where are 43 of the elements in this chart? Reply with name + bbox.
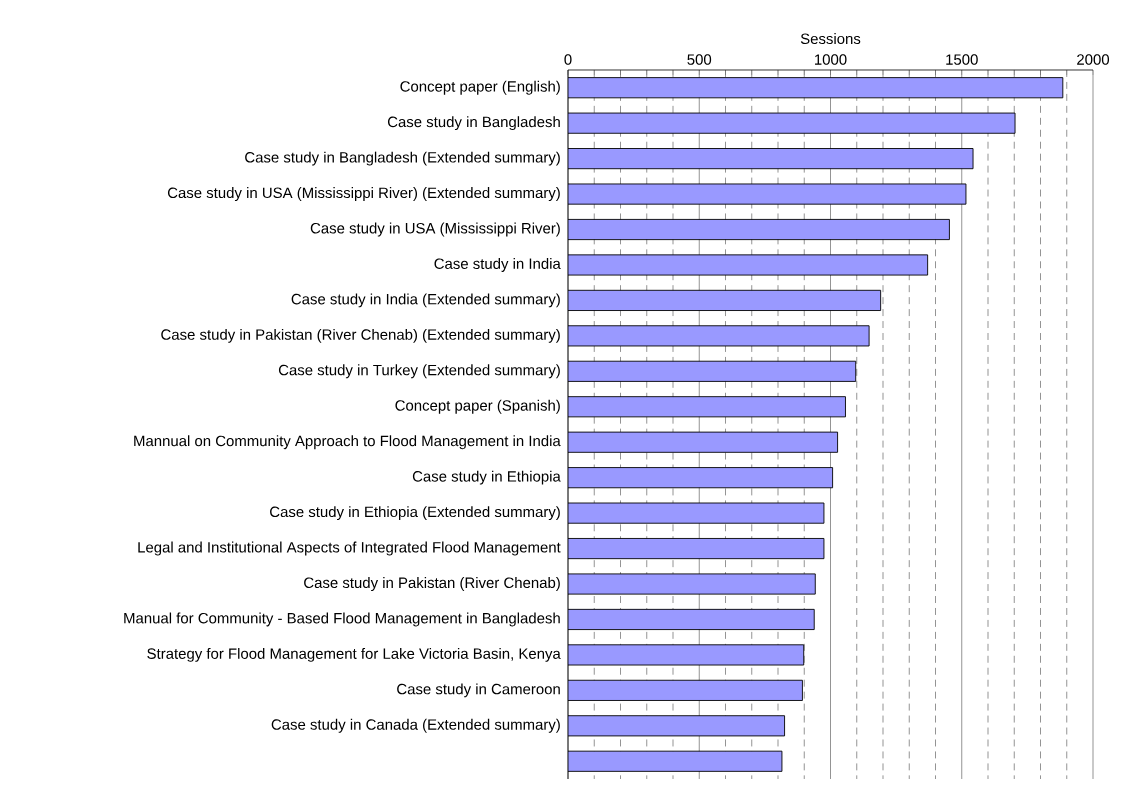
y-tick-label: Case study in Pakistan (River Chenab) (Extended summary) (161, 328, 560, 343)
bar (568, 77, 1064, 99)
y-tick-label: Mannual on Community Approach to Flood Management in India (134, 435, 561, 450)
bar (568, 360, 857, 382)
bar (568, 679, 803, 701)
y-tick-label: Case study in India (Extended summary) (291, 293, 560, 308)
x-tick-label: 0 (564, 54, 572, 65)
bar (568, 750, 783, 772)
bar (568, 218, 950, 241)
y-tick-label: Case study in Cameroon (397, 683, 560, 698)
y-tick-label: Case study in USA (Mississippi River) (Extended summary) (167, 187, 560, 202)
bar (568, 538, 825, 560)
bar (568, 431, 839, 453)
bar (568, 608, 815, 631)
y-tick-label: Case study in Turkey (Extended summary) (278, 364, 560, 379)
y-tick-label: Case study in Canada (Extended summary) (271, 718, 560, 733)
bar (568, 467, 834, 489)
y-tick-label: Concept paper (Spanish) (395, 399, 560, 414)
x-tick-label: 500 (687, 54, 712, 65)
bar (568, 183, 967, 205)
x-tick-label: 2000 (1077, 54, 1110, 65)
y-tick-label: Case study in Bangladesh (Extended summary) (245, 151, 560, 166)
x-tick-label: 1500 (946, 54, 978, 65)
bar (568, 325, 870, 347)
y-tick-label: Case study in India (434, 258, 561, 272)
y-tick-label: Strategy for Flood Management for Lake Victoria Basin, Kenya (147, 647, 561, 662)
bar (568, 289, 882, 311)
x-axis-title: Sessions (800, 33, 861, 45)
bar (568, 715, 786, 737)
bar (568, 644, 805, 666)
y-tick-label: Case study in Ethiopia (Extended summary) (270, 506, 560, 521)
y-tick-label: Case study in Pakistan (River Chenab) (304, 577, 560, 591)
bar (568, 396, 846, 418)
bar (568, 148, 974, 170)
y-tick-label: Case study in Ethiopia (412, 470, 561, 485)
y-tick-label: Case study in USA (Mississippi River) (310, 222, 560, 237)
x-tick-label: 1000 (815, 54, 847, 65)
bar (568, 112, 1016, 134)
y-tick-label: Manual for Community - Based Flood Management in Bangladesh (124, 612, 560, 627)
y-tick-label: Case study in Bangladesh (387, 116, 560, 131)
y-tick-label: Concept paper (English) (400, 80, 560, 95)
bar (568, 502, 825, 524)
y-tick-label: Legal and Institutional Aspects of Integrated Flood Management (138, 541, 561, 556)
